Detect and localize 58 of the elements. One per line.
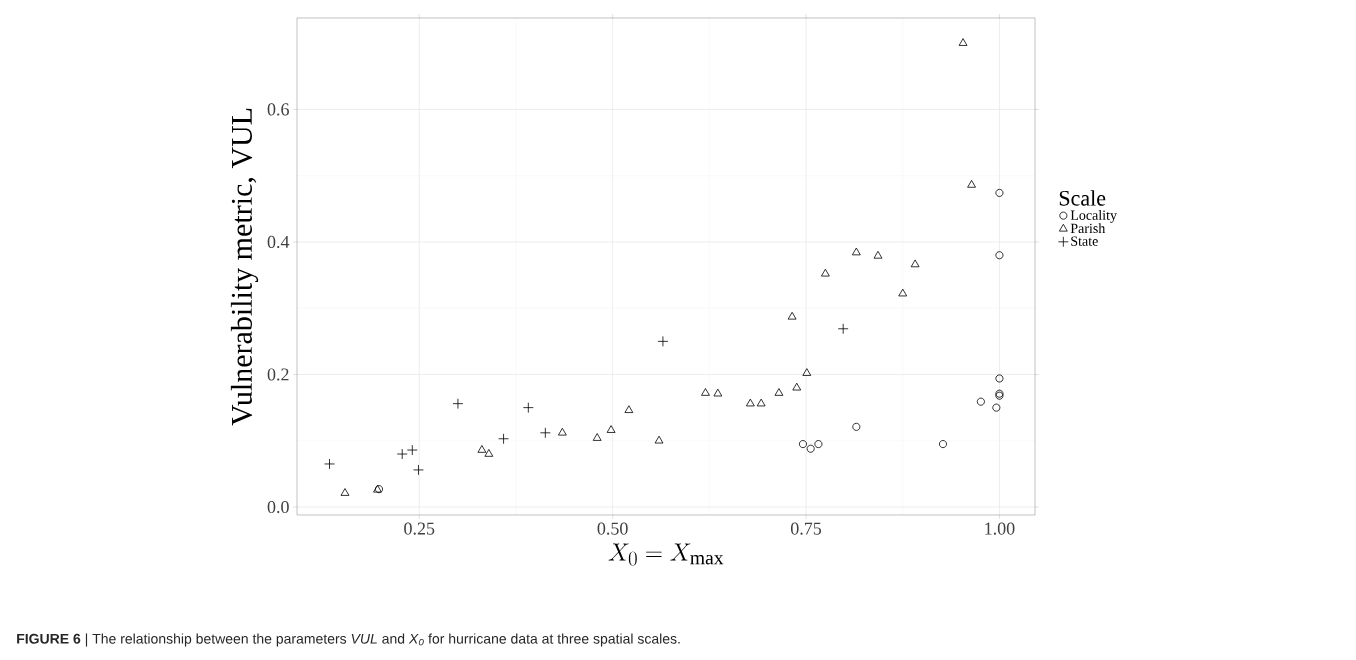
y-tick-label: 0.2 [267, 368, 289, 381]
point [592, 433, 602, 441]
point [995, 188, 1004, 197]
y-tick-label: 0.4 [267, 235, 290, 249]
point [967, 180, 976, 188]
point [452, 398, 464, 410]
point [898, 288, 908, 297]
x-tick-label: 0.25 [404, 522, 435, 535]
y-tick-label: 0.0 [267, 500, 289, 514]
point [624, 405, 634, 413]
point [821, 268, 830, 277]
legend-label: Parish [1070, 223, 1106, 234]
point [324, 458, 335, 470]
point [976, 397, 985, 406]
point [995, 374, 1004, 383]
point [539, 427, 551, 439]
point [340, 488, 350, 496]
legend-label: State [1071, 236, 1098, 246]
point [792, 382, 802, 391]
legend-title: Scale [1059, 190, 1106, 206]
point [837, 323, 849, 335]
point [756, 398, 766, 407]
x-axis-title: $X_0 = X_{\max}$ [608, 543, 724, 566]
point [806, 444, 815, 453]
point [873, 250, 883, 259]
point [774, 388, 784, 396]
legend-label: Locality [1070, 210, 1117, 223]
point [802, 368, 812, 376]
point [745, 398, 755, 407]
y-axis-title: Vulnerability metric, VUL [230, 108, 259, 426]
point [958, 38, 968, 46]
point [910, 259, 920, 268]
point [396, 448, 408, 460]
point [484, 449, 494, 457]
point [787, 311, 797, 320]
x-tick-label: 0.75 [790, 522, 822, 535]
point [938, 440, 947, 449]
point [654, 435, 664, 444]
point [413, 464, 424, 476]
point [406, 444, 418, 456]
x-tick-label: 1.00 [985, 522, 1015, 535]
text: FIGURE 6 | The relationship between the parameters VUL and X₀ for hurricane data at three spatial scales. [17, 633, 680, 647]
x-tick-label: 0.50 [597, 522, 628, 535]
point [992, 403, 1001, 412]
point [477, 445, 487, 453]
y-tick-label: 0.6 [267, 103, 289, 116]
point [852, 422, 861, 431]
point [713, 388, 723, 397]
point [522, 402, 534, 414]
point [798, 440, 807, 449]
point [606, 425, 616, 433]
point [851, 247, 861, 256]
point [657, 335, 669, 347]
point [814, 440, 823, 449]
point [995, 251, 1004, 260]
point [701, 388, 710, 396]
point [557, 427, 567, 436]
point [498, 433, 509, 445]
